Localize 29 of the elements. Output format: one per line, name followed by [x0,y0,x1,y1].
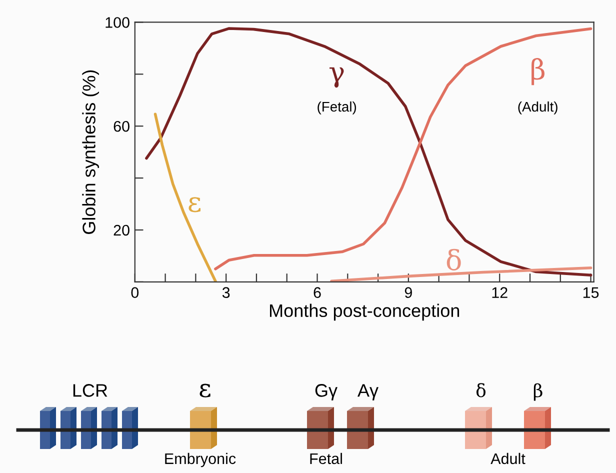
series-label: δ [446,248,461,270]
y-tick-label: 20 [114,224,130,236]
text: Fetal [310,452,342,464]
line-series [154,112,217,282]
annotation: (Adult) [518,101,558,114]
x-tick-label: 12 [492,287,508,298]
annotation: (Fetal) [318,101,356,114]
x-tick-label: 15 [583,287,599,298]
text: LCR [73,384,108,397]
text: ε [200,384,210,398]
text: β [534,383,542,401]
text: Aγ [358,384,378,400]
y-tick-label: 60 [114,120,130,132]
series-label: β [532,58,544,86]
text: Embryonic [165,452,236,468]
text: Gγ [315,384,338,400]
text: Adult [490,452,526,464]
text: δ [476,383,486,398]
x-axis-title: Months post-conception [270,304,460,321]
series-label: γ [330,67,344,88]
y-tick-label: 100 [106,17,130,28]
series-label: ε [188,197,200,212]
line-series [145,27,592,277]
y-axis-title: Globin synthesis (%) [82,70,99,234]
x-tick-label: 6 [314,287,321,298]
x-tick-label: 0 [131,287,139,298]
line-series [214,27,592,270]
x-tick-label: 9 [404,287,412,298]
x-tick-label: 3 [222,287,230,298]
